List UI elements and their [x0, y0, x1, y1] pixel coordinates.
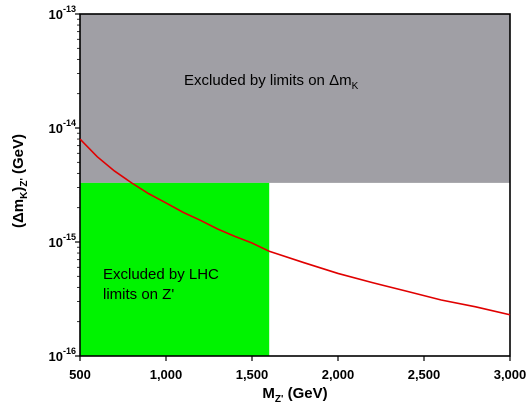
y-axis-title-sub2: Z': [19, 178, 30, 187]
y-tick-base: 10: [49, 349, 63, 364]
y-tick-label: 10-14: [49, 118, 76, 136]
x-axis-title-sub: Z': [275, 394, 284, 405]
region-lhc-excluded: [80, 182, 270, 356]
y-tick-exp: -13: [63, 4, 76, 14]
region-label-lhc-line: limits on Z': [103, 286, 174, 303]
y-tick-base: 10: [49, 7, 63, 22]
y-tick-base: 10: [49, 121, 63, 136]
region-label-dmk-sub: K: [352, 81, 359, 92]
y-axis-title: (ΔmK)Z' (GeV): [10, 134, 30, 228]
region-label-dmk-text: Excluded by limits on Δm: [184, 72, 352, 89]
y-axis-title-sub1: K: [19, 191, 30, 199]
y-tick-base: 10: [49, 235, 63, 250]
x-axis-title-unit: (GeV): [283, 385, 327, 402]
y-axis-title-mid: ): [10, 187, 27, 192]
x-axis-title-main: M: [262, 385, 275, 402]
y-tick-exp: -15: [63, 232, 76, 242]
y-tick-exp: -14: [63, 118, 76, 128]
y-tick-label: 10-16: [49, 346, 76, 364]
plot-frame: [79, 13, 511, 357]
region-dmk-excluded: [80, 14, 510, 183]
region-label-lhc-line: Excluded by LHC: [103, 266, 219, 283]
region-label-dmk: Excluded by limits on ΔmK: [184, 72, 359, 92]
x-tick-label: 3,000: [494, 367, 527, 382]
x-tick-label: 500: [69, 367, 91, 382]
x-tick-label: 1,000: [150, 367, 183, 382]
x-axis-title: MZ' (GeV): [262, 385, 327, 405]
x-tick-label: 2,500: [408, 367, 441, 382]
x-tick-label: 1,500: [236, 367, 269, 382]
y-tick-label: 10-13: [49, 4, 76, 22]
y-tick-label: 10-15: [49, 232, 76, 250]
y-axis-title-unit: (GeV): [10, 134, 27, 178]
y-tick-exp: -16: [63, 346, 76, 356]
y-axis-title-pre: (Δm: [10, 199, 27, 228]
series-line-0: [79, 138, 511, 316]
x-tick-label: 2,000: [322, 367, 355, 382]
